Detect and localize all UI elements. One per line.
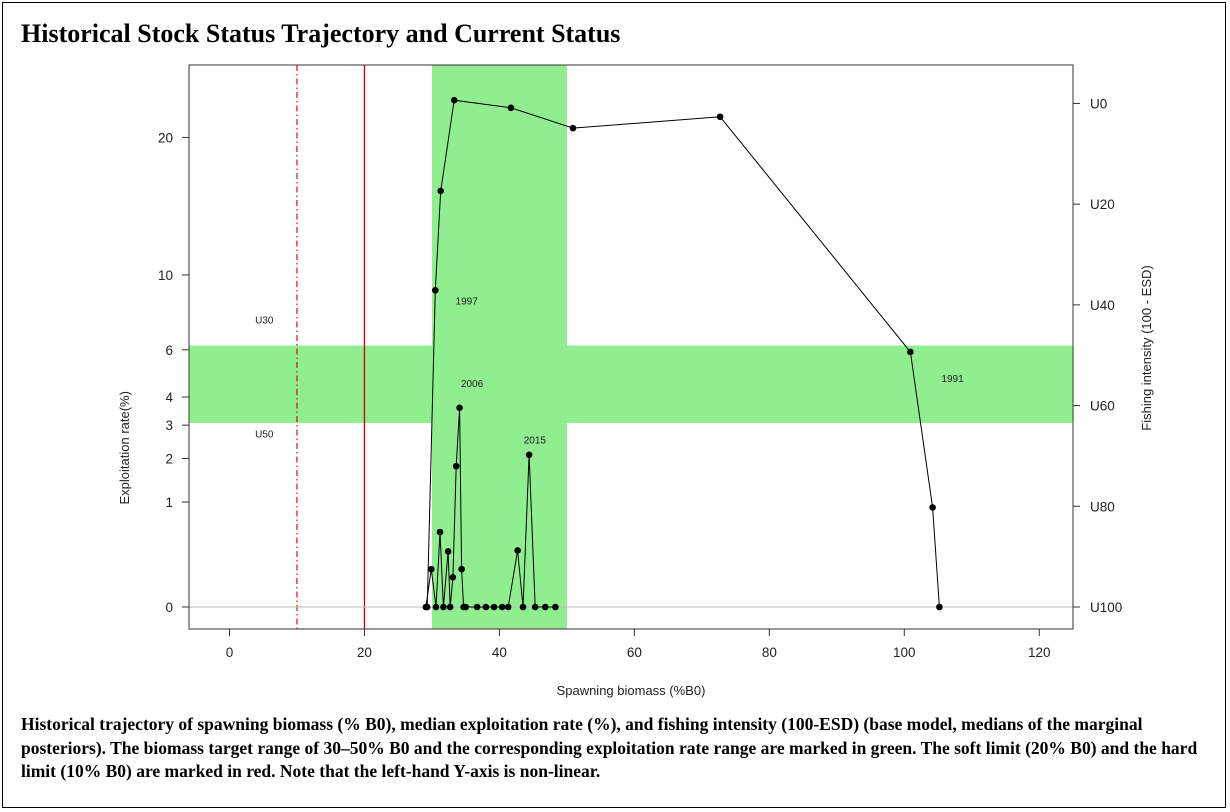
trajectory-point [929,504,936,511]
right-tick-label: U0 [1090,96,1107,111]
right-tick-label: U80 [1090,499,1115,514]
trajectory-point [514,547,521,554]
trajectory-point [437,187,445,195]
trajectory-point [427,565,435,573]
figure-caption: Historical trajectory of spawning biomas… [21,713,1211,784]
x-tick-label: 100 [893,645,916,660]
trajectory-point [450,96,458,104]
right-tick-label: U20 [1090,197,1115,212]
figure-title: Historical Stock Status Trajectory and C… [21,19,621,48]
trajectory-point [456,404,463,412]
trajectory-point [446,603,454,611]
trajectory-point [498,603,506,611]
y-tick-label: 4 [165,390,173,405]
x-tick-label: 120 [1028,645,1051,660]
target-exploitation-band [189,345,1073,424]
caption-text: Historical trajectory of spawning biomas… [21,714,1198,781]
y-tick-label: 1 [165,495,173,510]
trajectory-point [936,603,943,611]
year-label: 1991 [941,374,964,385]
trajectory-point [541,603,549,611]
trajectory-point [458,565,465,573]
right-axis-title: Fishing intensity (100 - ESD) [1139,265,1154,430]
trajectory-point [452,462,460,470]
trajectory-point [482,603,490,611]
trajectory-point [907,348,914,356]
trajectory-point [440,603,447,611]
trajectory-point [507,104,515,112]
trajectory-point [504,603,512,611]
y-tick-label: 2 [165,452,173,467]
y-tick-label: 6 [165,343,173,358]
y-tick-label: 0 [165,600,173,615]
trajectory-point [432,603,440,611]
trajectory-line [425,99,940,608]
trajectory-point [422,603,430,611]
x-tick-label: 20 [357,645,372,660]
x-tick-label: 60 [627,645,642,660]
year-label: 1997 [456,296,479,307]
y-tick-label: 10 [158,268,173,283]
x-axis-title: Spawning biomass (%B0) [557,683,706,698]
trajectory-point [490,603,498,611]
y-tick-label: 3 [165,418,173,433]
year-label: 2015 [524,436,547,447]
right-tick-label: U60 [1090,399,1115,414]
trajectory-point [462,603,469,611]
trajectory-point [449,574,457,581]
x-tick-label: 80 [762,645,777,660]
trajectory-point [716,113,724,121]
x-tick-label: 40 [492,645,507,660]
right-tick-label: U100 [1090,600,1122,615]
band-label: U30 [255,315,274,326]
trajectory-point [569,124,577,132]
trajectory-point [519,603,527,611]
trajectory-point [473,603,481,611]
plot-frame [188,64,1074,630]
trajectory-point [436,528,444,536]
right-tick-label: U40 [1090,298,1115,313]
trajectory-point [531,603,539,611]
x-tick-label: 0 [226,645,234,660]
trajectory-point [525,451,533,459]
y-tick-label: 20 [158,130,173,145]
year-label: 2006 [461,379,484,390]
band-label: U50 [255,430,274,441]
trajectory-point [552,603,559,611]
trajectory-point [432,286,439,294]
y-axis-title: Exploitation rate(%) [117,391,132,504]
trajectory-point [444,548,452,555]
